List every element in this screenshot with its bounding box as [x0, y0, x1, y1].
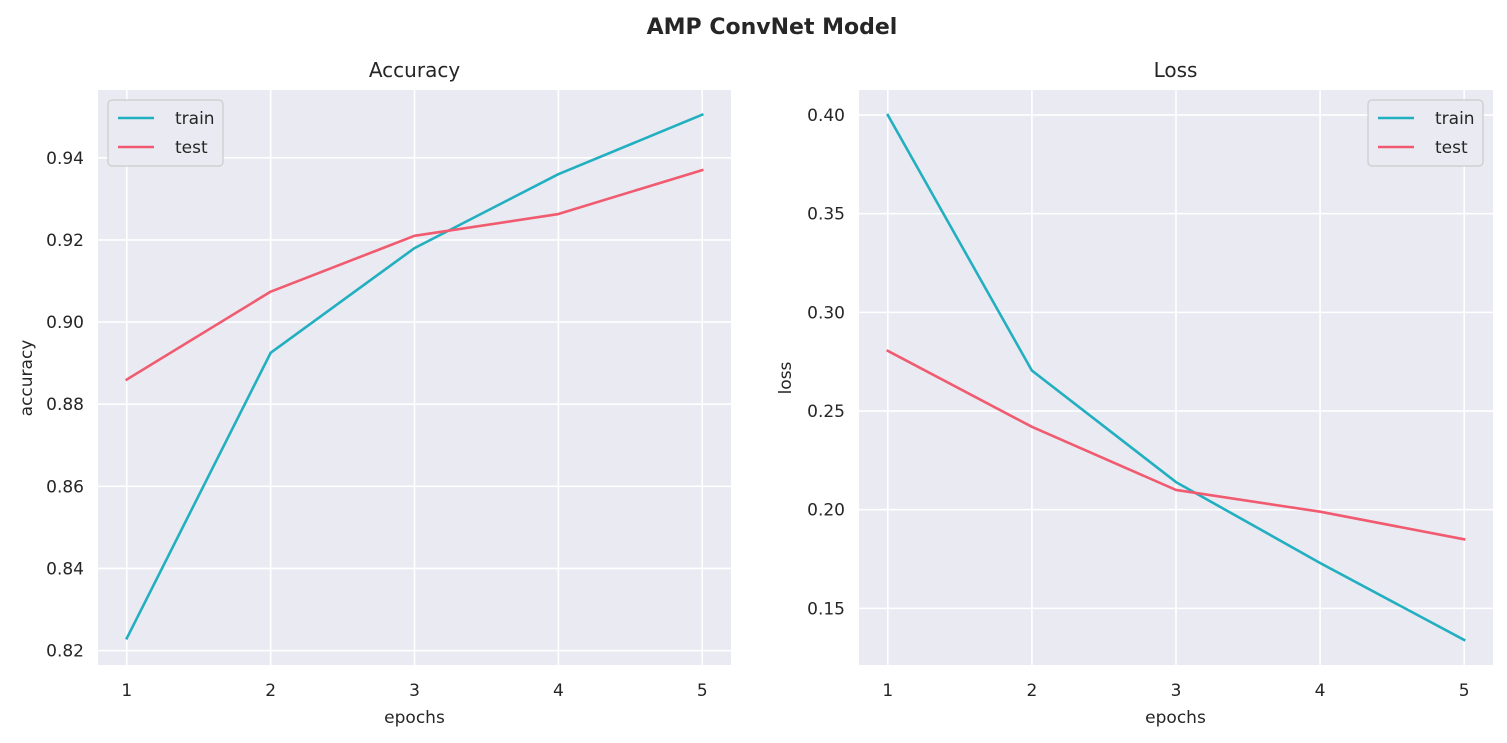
accuracy-chart-ylabel: accuracy	[17, 340, 37, 417]
loss-series-train-line	[886, 113, 1466, 642]
loss-x-tick-label: 1	[882, 681, 893, 701]
accuracy-legend-box	[107, 99, 224, 167]
accuracy-x-tick-label: 1	[121, 681, 132, 701]
accuracy-y-tick-label: 0.90	[46, 313, 84, 333]
accuracy-y-tick-label: 0.86	[46, 477, 84, 497]
loss-x-tick-label: 4	[1315, 681, 1326, 701]
accuracy-x-tick-label: 3	[409, 681, 420, 701]
accuracy-legend-label-test: test	[175, 138, 208, 158]
accuracy-y-tick-label: 0.94	[46, 149, 84, 169]
loss-chart-xlabel: epochs	[1145, 708, 1206, 728]
loss-legend: train test	[1367, 99, 1484, 167]
loss-chart-title: Loss	[1154, 58, 1198, 82]
loss-y-tick-label: 0.25	[807, 402, 845, 422]
accuracy-x-tick-label: 4	[553, 681, 564, 701]
figure-suptitle: AMP ConvNet Model	[647, 15, 898, 40]
accuracy-y-tick-label: 0.92	[46, 231, 84, 251]
loss-y-tick-label: 0.35	[807, 205, 845, 225]
loss-y-tick-label: 0.30	[807, 303, 845, 323]
accuracy-series-train-line	[125, 112, 704, 641]
loss-y-tick-label: 0.20	[807, 501, 845, 521]
loss-legend-box	[1367, 99, 1484, 167]
accuracy-chart-title: Accuracy	[369, 58, 460, 82]
accuracy-y-tick-label: 0.88	[46, 395, 84, 415]
loss-legend-label-train: train	[1435, 109, 1475, 129]
accuracy-y-tick-label: 0.82	[46, 642, 84, 662]
loss-y-tick-label: 0.40	[807, 106, 845, 126]
accuracy-legend-label-train: train	[175, 109, 215, 129]
loss-legend-label-test: test	[1435, 138, 1468, 158]
loss-x-tick-label: 2	[1026, 681, 1037, 701]
loss-chart-ylabel: loss	[776, 361, 796, 394]
loss-x-tick-label: 3	[1171, 681, 1182, 701]
accuracy-series-test-line	[124, 168, 704, 382]
accuracy-chart: Accuracy epochs accuracy 1 2 3 4 5 0.82 0.84 0.…	[17, 58, 731, 728]
loss-x-tick-label: 5	[1459, 681, 1470, 701]
loss-y-tick-label: 0.15	[807, 599, 845, 619]
accuracy-x-tick-label: 2	[265, 681, 276, 701]
accuracy-legend: train test	[107, 99, 224, 167]
accuracy-chart-xlabel: epochs	[384, 708, 445, 728]
accuracy-x-tick-label: 5	[697, 681, 708, 701]
loss-series-test-line	[886, 349, 1466, 541]
loss-chart: Loss epochs loss 1 2 3 4 5 0.15 0.20 0.25 0.30 0.…	[776, 58, 1493, 728]
accuracy-y-tick-label: 0.84	[46, 559, 84, 579]
